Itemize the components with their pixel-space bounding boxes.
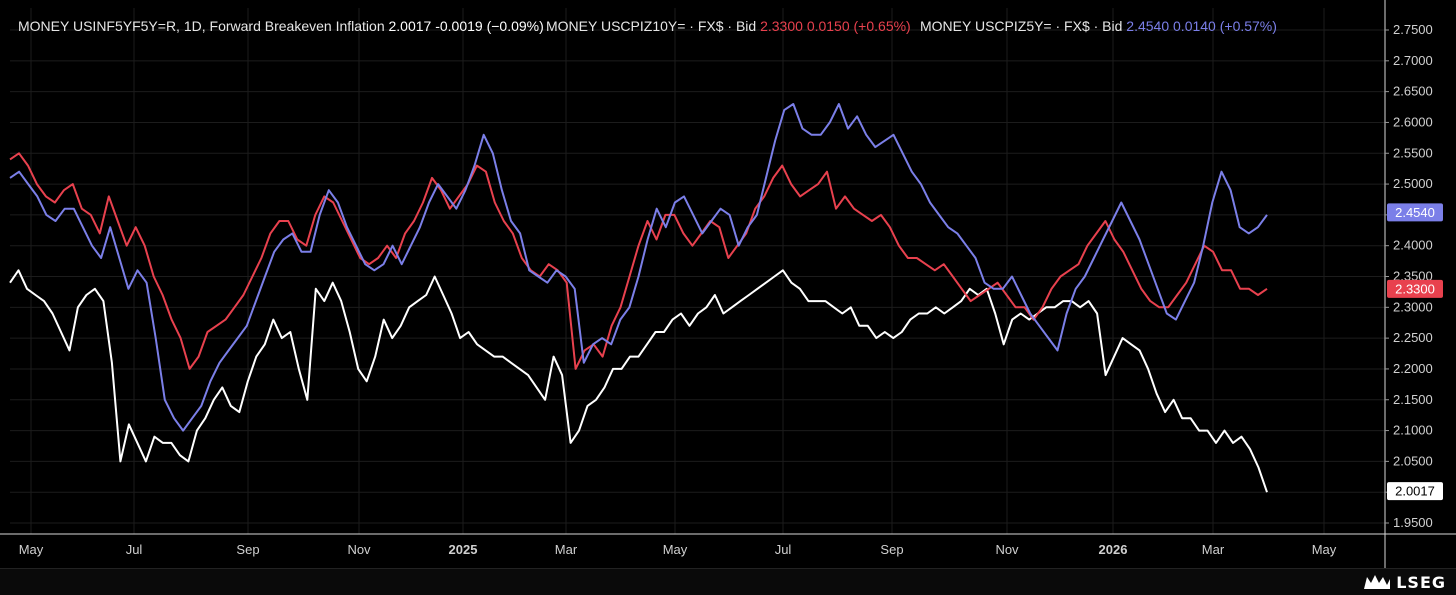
y-tick-label: 2.0500 — [1393, 453, 1433, 468]
y-tick-label: 2.6500 — [1393, 84, 1433, 99]
y-tick-label: 2.6000 — [1393, 114, 1433, 129]
legend-entry-2: MONEY USCPIZ10Y= · FX$ · Bid 2.3300 0.01… — [546, 18, 911, 34]
x-tick-label: 2026 — [1099, 542, 1128, 557]
y-tick-label: 2.3000 — [1393, 299, 1433, 314]
y-tick-label: 2.3500 — [1393, 269, 1433, 284]
y-tick-label: 2.1500 — [1393, 392, 1433, 407]
series-line-3 — [9, 103, 1268, 432]
y-tick-label: 2.2000 — [1393, 361, 1433, 376]
y-tick-label: 2.1000 — [1393, 423, 1433, 438]
lseg-logo-text: LSEG — [1396, 572, 1446, 592]
x-tick-label: 2025 — [449, 542, 478, 557]
y-tick-label: 2.7000 — [1393, 53, 1433, 68]
last-value-labels: 2.0017 2.3300 2.4540 — [1387, 203, 1443, 501]
x-tick-label: Nov — [995, 542, 1019, 557]
y-tick-label: 2.2500 — [1393, 330, 1433, 345]
series-layer — [9, 103, 1268, 493]
legend-entry-3: MONEY USCPIZ5Y= · FX$ · Bid 2.4540 0.014… — [920, 18, 1277, 34]
y-tick-label: 2.7500 — [1393, 22, 1433, 37]
x-tick-label: May — [19, 542, 44, 557]
last-value-label-1: 2.0017 — [1395, 484, 1435, 499]
lseg-logo: LSEG — [1362, 572, 1446, 592]
footer-bar — [0, 568, 1456, 595]
last-value-label-3: 2.4540 — [1395, 205, 1435, 220]
series-line-2 — [9, 152, 1268, 370]
x-tick-label: Mar — [555, 542, 578, 557]
x-tick-label: May — [663, 542, 688, 557]
last-value-box-1 — [1387, 482, 1443, 501]
last-value-label-2: 2.3300 — [1395, 281, 1435, 296]
last-value-box-3 — [1387, 203, 1443, 222]
y-tick-label: 2.5000 — [1393, 176, 1433, 191]
x-tick-label: Jul — [126, 542, 143, 557]
y-tick-label: 2.5500 — [1393, 145, 1433, 160]
x-axis: May Jul Sep Nov 2025 Mar May Jul Sep Nov 2026 Mar Ma… — [19, 542, 1337, 557]
y-tick-label: 2.4000 — [1393, 238, 1433, 253]
lseg-logo-icon — [1364, 575, 1391, 589]
x-tick-label: Mar — [1202, 542, 1225, 557]
y-axis: 2.7500 2.7000 2.6500 2.6000 2.5500 2.5000 2.45… — [1385, 22, 1433, 530]
x-tick-label: Sep — [880, 542, 903, 557]
legend: MONEY USINF5YF5Y=R, 1D, Forward Breakeve… — [18, 18, 1277, 34]
x-tick-label: Nov — [347, 542, 371, 557]
series-line-1 — [9, 269, 1268, 493]
x-tick-label: Sep — [236, 542, 259, 557]
grid — [10, 8, 1385, 534]
x-tick-label: Jul — [775, 542, 792, 557]
legend-entry-1: MONEY USINF5YF5Y=R, 1D, Forward Breakeve… — [18, 18, 544, 34]
y-tick-label: 1.9500 — [1393, 515, 1433, 530]
last-value-box-2 — [1387, 279, 1443, 298]
chart-svg: 2.7500 2.7000 2.6500 2.6000 2.5500 2.5000 2.45… — [0, 0, 1456, 568]
x-tick-label: May — [1312, 542, 1337, 557]
